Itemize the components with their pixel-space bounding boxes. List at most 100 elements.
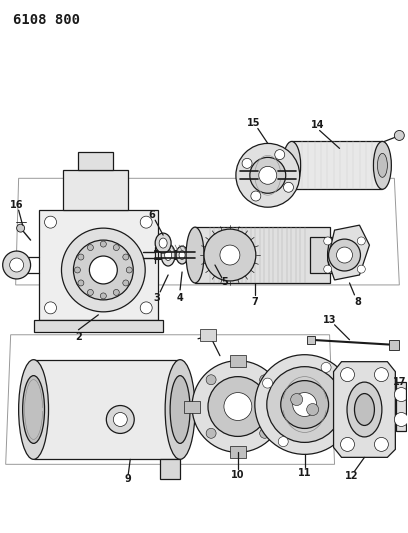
Circle shape xyxy=(62,228,145,312)
Polygon shape xyxy=(334,362,395,457)
Polygon shape xyxy=(33,360,180,459)
Ellipse shape xyxy=(155,233,171,253)
Polygon shape xyxy=(328,225,369,280)
Ellipse shape xyxy=(199,265,215,275)
Circle shape xyxy=(395,413,408,426)
Circle shape xyxy=(106,406,134,433)
Circle shape xyxy=(113,413,127,426)
Circle shape xyxy=(220,245,240,265)
Ellipse shape xyxy=(165,249,172,261)
Circle shape xyxy=(263,378,273,388)
Ellipse shape xyxy=(179,251,185,260)
Ellipse shape xyxy=(330,245,339,265)
Circle shape xyxy=(259,166,277,184)
Text: 2: 2 xyxy=(75,332,82,342)
Text: 3: 3 xyxy=(154,293,160,303)
Circle shape xyxy=(341,368,355,382)
Text: 7: 7 xyxy=(251,297,258,307)
Polygon shape xyxy=(64,171,128,210)
Circle shape xyxy=(284,182,293,192)
Text: 17: 17 xyxy=(393,377,406,386)
Circle shape xyxy=(206,429,216,438)
Circle shape xyxy=(78,254,84,260)
Text: 4: 4 xyxy=(177,293,184,303)
Circle shape xyxy=(206,375,216,385)
Circle shape xyxy=(293,393,317,416)
Circle shape xyxy=(291,393,303,406)
Polygon shape xyxy=(307,336,315,344)
Circle shape xyxy=(259,375,270,385)
Polygon shape xyxy=(230,354,246,367)
Text: 5: 5 xyxy=(222,277,228,287)
Text: 8: 8 xyxy=(354,297,361,307)
Text: 9: 9 xyxy=(125,474,132,484)
Circle shape xyxy=(208,377,268,437)
Ellipse shape xyxy=(161,244,175,266)
Ellipse shape xyxy=(377,154,387,177)
Polygon shape xyxy=(78,152,113,171)
Circle shape xyxy=(395,387,408,401)
Ellipse shape xyxy=(283,141,301,189)
Polygon shape xyxy=(200,329,216,341)
Text: 10: 10 xyxy=(231,470,245,480)
Circle shape xyxy=(3,251,31,279)
Circle shape xyxy=(307,403,319,416)
Circle shape xyxy=(321,362,331,373)
Circle shape xyxy=(275,150,285,159)
Text: 14: 14 xyxy=(311,120,324,131)
Circle shape xyxy=(44,216,56,228)
Circle shape xyxy=(259,429,270,438)
Circle shape xyxy=(375,438,388,451)
Text: 15: 15 xyxy=(247,118,261,128)
Polygon shape xyxy=(310,237,335,273)
Circle shape xyxy=(123,280,129,286)
Circle shape xyxy=(224,393,252,421)
Ellipse shape xyxy=(165,360,195,459)
Polygon shape xyxy=(396,382,406,431)
Circle shape xyxy=(242,158,252,168)
Circle shape xyxy=(140,302,152,314)
Circle shape xyxy=(10,258,24,272)
Ellipse shape xyxy=(186,227,204,283)
Ellipse shape xyxy=(193,261,221,279)
Circle shape xyxy=(255,354,355,454)
Circle shape xyxy=(281,381,328,429)
Polygon shape xyxy=(292,141,382,189)
Ellipse shape xyxy=(22,376,44,443)
Circle shape xyxy=(100,293,106,299)
Text: 13: 13 xyxy=(323,315,336,325)
Circle shape xyxy=(100,241,106,247)
Circle shape xyxy=(337,421,347,431)
Text: 12: 12 xyxy=(345,471,358,481)
Circle shape xyxy=(204,229,256,281)
Circle shape xyxy=(113,245,119,251)
Ellipse shape xyxy=(373,141,391,189)
Circle shape xyxy=(140,216,152,228)
Ellipse shape xyxy=(176,246,188,264)
Text: 16: 16 xyxy=(10,200,23,210)
Polygon shape xyxy=(195,228,222,260)
Ellipse shape xyxy=(328,237,341,273)
Circle shape xyxy=(192,361,284,453)
Circle shape xyxy=(73,240,133,300)
Circle shape xyxy=(341,438,355,451)
Circle shape xyxy=(87,289,93,295)
Circle shape xyxy=(278,437,288,447)
Ellipse shape xyxy=(19,360,49,459)
Polygon shape xyxy=(389,340,399,350)
Polygon shape xyxy=(184,400,200,413)
Circle shape xyxy=(250,157,286,193)
Circle shape xyxy=(375,368,388,382)
Circle shape xyxy=(251,191,261,201)
Circle shape xyxy=(337,247,353,263)
Circle shape xyxy=(74,267,80,273)
Circle shape xyxy=(113,289,119,295)
Circle shape xyxy=(87,245,93,251)
Circle shape xyxy=(395,131,404,140)
Polygon shape xyxy=(33,320,163,332)
Text: 6: 6 xyxy=(149,210,155,220)
Text: 6108 800: 6108 800 xyxy=(13,13,80,27)
Circle shape xyxy=(89,256,117,284)
Polygon shape xyxy=(195,227,330,283)
Circle shape xyxy=(44,302,56,314)
